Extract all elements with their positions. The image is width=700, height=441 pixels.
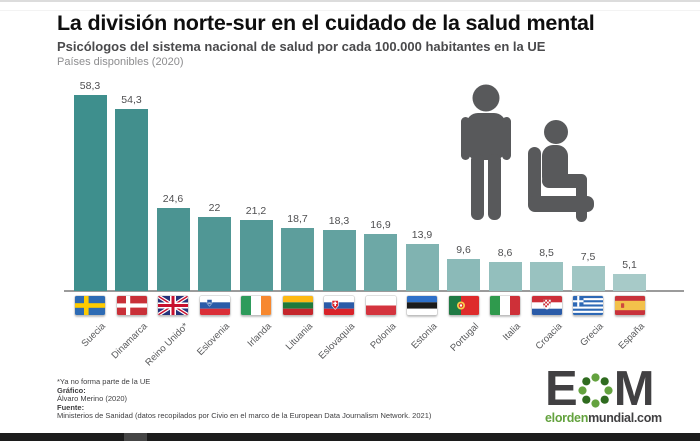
flag-poland bbox=[365, 296, 396, 315]
value-label-espana: 5,1 bbox=[622, 258, 637, 271]
bar-irlanda bbox=[239, 219, 273, 291]
window-top-border bbox=[0, 0, 700, 2]
flag-slovenia bbox=[199, 296, 230, 315]
country-label-irlanda: Irlanda bbox=[245, 321, 274, 350]
page-title: La división norte-sur en el cuidado de l… bbox=[57, 11, 595, 35]
logo-url-green-part: elorden bbox=[545, 411, 589, 425]
bar-croacia bbox=[530, 262, 563, 291]
country-label-eslovaquia: Eslovaquia bbox=[316, 321, 357, 362]
flag-italy bbox=[490, 296, 520, 315]
bar-eslovenia bbox=[198, 217, 231, 291]
flag-lithuania bbox=[282, 296, 313, 315]
value-label-polonia: 16,9 bbox=[370, 219, 391, 232]
flag-slovakia bbox=[324, 296, 354, 315]
country-label-polonia: Polonia bbox=[368, 321, 399, 352]
window-bottom-bar-segment bbox=[124, 433, 147, 441]
source-text: Ministerios de Sanidad (datos recopilado… bbox=[57, 411, 432, 421]
logo-letter-e: E bbox=[545, 362, 578, 416]
logo-letter-m: M bbox=[613, 362, 655, 416]
country-label-dinamarca: Dinamarca bbox=[109, 321, 150, 362]
value-label-italia: 8,6 bbox=[497, 247, 513, 260]
bar-dinamarca bbox=[115, 108, 148, 291]
footer-credits: *Ya no forma parte de la UE Gráfico: Álv… bbox=[57, 377, 557, 421]
credit-label: Gráfico: bbox=[57, 385, 86, 395]
country-label-grecia: Grecia bbox=[578, 321, 606, 349]
country-label-portugal: Portugal bbox=[448, 321, 482, 354]
logo-url-dark-part: mundial.com bbox=[588, 411, 662, 425]
flag-greece bbox=[573, 296, 603, 315]
value-label-estonia: 13,9 bbox=[411, 229, 433, 242]
bar-estonia bbox=[405, 244, 439, 291]
country-label-lituania: Lituania bbox=[283, 321, 316, 353]
country-label-croacia: Croacia bbox=[533, 321, 565, 352]
footnote-asterisk: *Ya no forma parte de la UE bbox=[57, 377, 151, 386]
bar-eslovaquia bbox=[322, 229, 356, 291]
bar-lituania bbox=[281, 228, 314, 291]
flag-sweden bbox=[75, 296, 105, 315]
bar-reino-unido bbox=[156, 208, 190, 291]
therapist-and-seated-patient-icon bbox=[452, 84, 614, 232]
value-label-dinamarca: 54,3 bbox=[121, 93, 142, 106]
bar-polonia bbox=[364, 234, 397, 291]
flag-denmark bbox=[116, 296, 147, 315]
chart-subtitle: Psicólogos del sistema nacional de salud… bbox=[57, 39, 546, 54]
value-label-irlanda: 21,2 bbox=[245, 204, 267, 217]
credit-author: Álvaro Merino (2020) bbox=[57, 394, 128, 404]
value-label-eslovaquia: 18,3 bbox=[328, 214, 350, 227]
flag-ireland bbox=[241, 296, 271, 315]
flag-estonia bbox=[407, 296, 437, 315]
flag-portugal bbox=[448, 296, 479, 315]
dotted-circle-o-icon bbox=[578, 373, 613, 408]
value-label-reino-unido: 24,6 bbox=[162, 193, 184, 206]
bar-italia bbox=[488, 262, 522, 291]
country-label-reino-unido: Reino Unido* bbox=[143, 321, 191, 369]
flag-united-kingdom bbox=[158, 296, 188, 315]
window-top-border-faint bbox=[0, 10, 700, 11]
value-label-portugal: 9,6 bbox=[456, 243, 471, 256]
bar-grecia bbox=[571, 265, 605, 291]
logo-url: elordenmundial.com bbox=[545, 411, 675, 425]
bar-espana bbox=[613, 273, 646, 291]
country-label-italia: Italia bbox=[500, 321, 523, 343]
value-label-grecia: 7,5 bbox=[580, 250, 596, 263]
country-label-estonia: Estonia bbox=[409, 321, 440, 352]
country-label-espana: España bbox=[616, 321, 648, 352]
source-label: Fuente: bbox=[57, 402, 85, 412]
bar-portugal bbox=[447, 258, 480, 291]
value-label-croacia: 8,5 bbox=[539, 247, 554, 260]
country-label-suecia: Suecia bbox=[79, 321, 108, 350]
value-label-suecia: 58,3 bbox=[79, 80, 101, 93]
flag-croatia bbox=[531, 296, 562, 315]
window-bottom-bar bbox=[0, 433, 700, 441]
bar-suecia bbox=[73, 95, 107, 291]
country-label-eslovenia: Eslovenia bbox=[195, 321, 233, 358]
value-label-lituania: 18,7 bbox=[287, 213, 308, 226]
eom-logo: E M elordenmundial.com bbox=[545, 362, 675, 426]
flag-spain bbox=[614, 296, 645, 315]
chart-note: Países disponibles (2020) bbox=[57, 56, 184, 68]
value-label-eslovenia: 22 bbox=[208, 202, 221, 215]
eom-logo-letters: E M bbox=[545, 362, 675, 416]
